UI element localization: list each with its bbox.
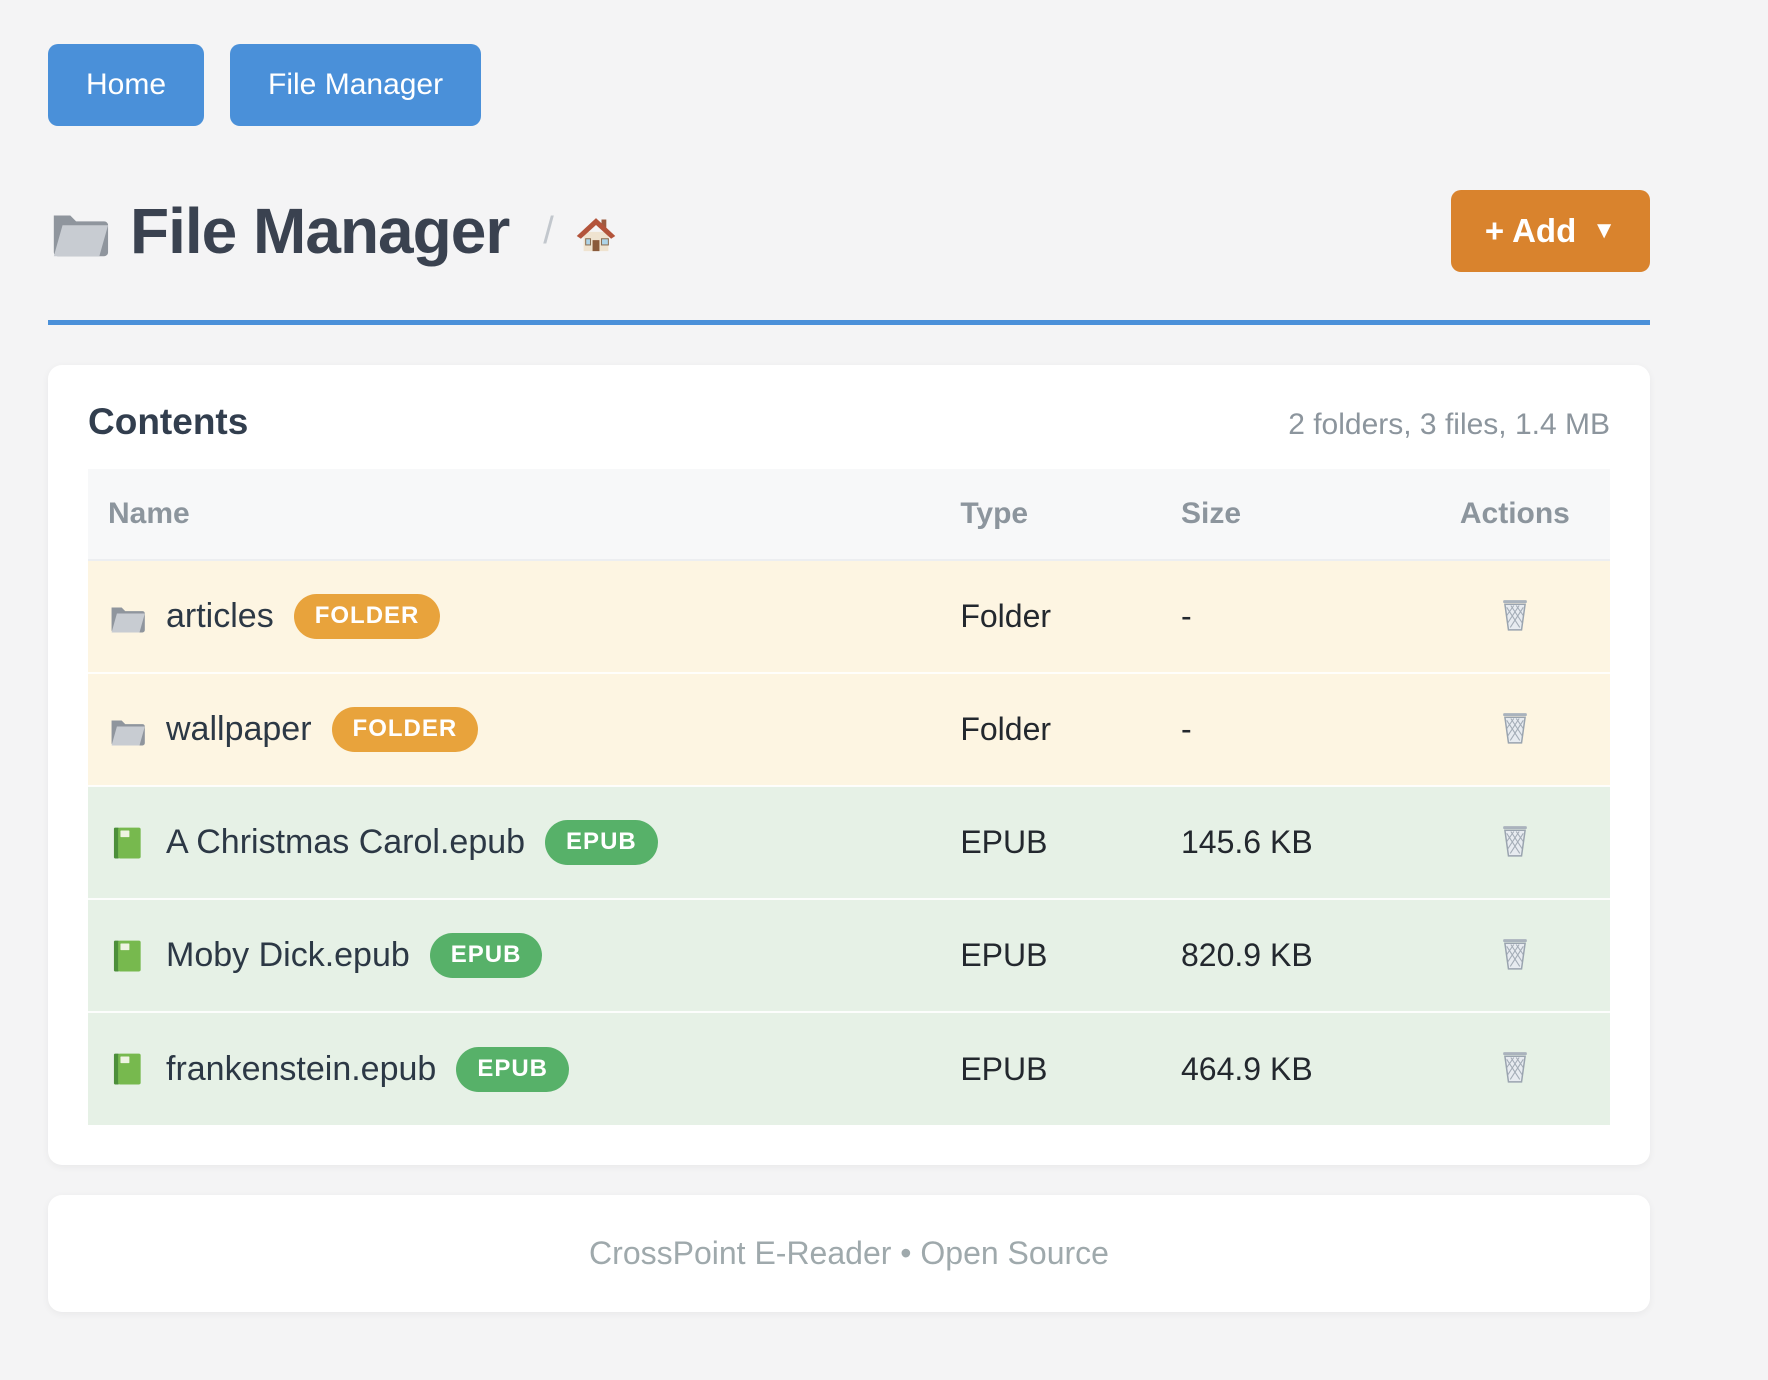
file-name-link[interactable]: frankenstein.epub [166, 1049, 437, 1088]
delete-button[interactable] [1492, 930, 1538, 978]
add-button[interactable]: + Add ▼ [1450, 190, 1650, 272]
column-header-size: Size [1161, 469, 1420, 561]
book-icon [108, 824, 146, 862]
table-row: A Christmas Carol.epub EPUB EPUB 145.6 K… [88, 785, 1610, 899]
page: Home File Manager File Manager / + Add ▼… [48, 44, 1650, 1312]
caret-down-icon: ▼ [1592, 217, 1616, 244]
folder-icon [108, 711, 146, 749]
contents-summary: 2 folders, 3 files, 1.4 MB [1288, 408, 1610, 441]
size-cell: - [1161, 560, 1420, 673]
size-cell: 464.9 KB [1161, 1011, 1420, 1125]
home-icon[interactable] [574, 214, 618, 258]
epub-badge: EPUB [456, 1046, 569, 1092]
type-cell: EPUB [940, 1011, 1161, 1125]
top-nav: Home File Manager [48, 44, 1650, 126]
breadcrumb-separator: / [543, 209, 554, 252]
folder-name-link[interactable]: wallpaper [166, 710, 312, 748]
footer-text: CrossPoint E-Reader • Open Source [589, 1235, 1109, 1271]
trash-icon [1496, 821, 1534, 861]
page-title: File Manager [130, 195, 510, 267]
delete-button[interactable] [1492, 591, 1538, 639]
book-icon [108, 937, 146, 975]
folder-icon [48, 200, 110, 262]
trash-icon [1496, 595, 1534, 635]
folder-name-link[interactable]: articles [166, 597, 274, 635]
trash-icon [1496, 934, 1534, 974]
column-header-name: Name [88, 469, 941, 561]
table-row: Moby Dick.epub EPUB EPUB 820.9 KB [88, 898, 1610, 1012]
type-cell: Folder [940, 560, 1161, 673]
table-header-row: Name Type Size Actions [88, 469, 1610, 561]
epub-badge: EPUB [545, 820, 658, 865]
size-cell: 820.9 KB [1161, 898, 1420, 1012]
folder-badge: FOLDER [293, 594, 441, 639]
table-row: frankenstein.epub EPUB EPUB 464.9 KB [88, 1011, 1610, 1125]
title-row: File Manager / + Add ▼ [48, 190, 1650, 272]
delete-button[interactable] [1492, 704, 1538, 752]
folder-badge: FOLDER [331, 707, 479, 752]
book-icon [108, 1050, 146, 1088]
file-table: Name Type Size Actions articles FOLDER [88, 469, 1610, 1125]
file-manager-button[interactable]: File Manager [230, 44, 482, 126]
delete-button[interactable] [1492, 817, 1538, 865]
title-divider [48, 320, 1650, 325]
file-name-link[interactable]: Moby Dick.epub [166, 936, 410, 974]
trash-icon [1496, 1047, 1534, 1087]
folder-icon [108, 598, 146, 636]
footer: CrossPoint E-Reader • Open Source [48, 1195, 1650, 1312]
card-header: Contents 2 folders, 3 files, 1.4 MB [88, 401, 1610, 443]
card-title: Contents [88, 401, 249, 442]
column-header-actions: Actions [1419, 469, 1610, 561]
title-group: File Manager / [48, 194, 1451, 268]
table-row: articles FOLDER Folder - [88, 560, 1610, 673]
size-cell: - [1161, 672, 1420, 786]
delete-button[interactable] [1492, 1043, 1538, 1091]
trash-icon [1496, 708, 1534, 748]
file-name-link[interactable]: A Christmas Carol.epub [166, 823, 526, 861]
size-cell: 145.6 KB [1161, 785, 1420, 899]
table-row: wallpaper FOLDER Folder - [88, 672, 1610, 786]
column-header-type: Type [940, 469, 1161, 561]
contents-card: Contents 2 folders, 3 files, 1.4 MB Name… [48, 365, 1650, 1165]
home-button[interactable]: Home [48, 44, 205, 126]
type-cell: Folder [940, 672, 1161, 786]
type-cell: EPUB [940, 785, 1161, 899]
type-cell: EPUB [940, 898, 1161, 1012]
add-button-label: + Add [1484, 212, 1577, 249]
epub-badge: EPUB [429, 933, 543, 978]
